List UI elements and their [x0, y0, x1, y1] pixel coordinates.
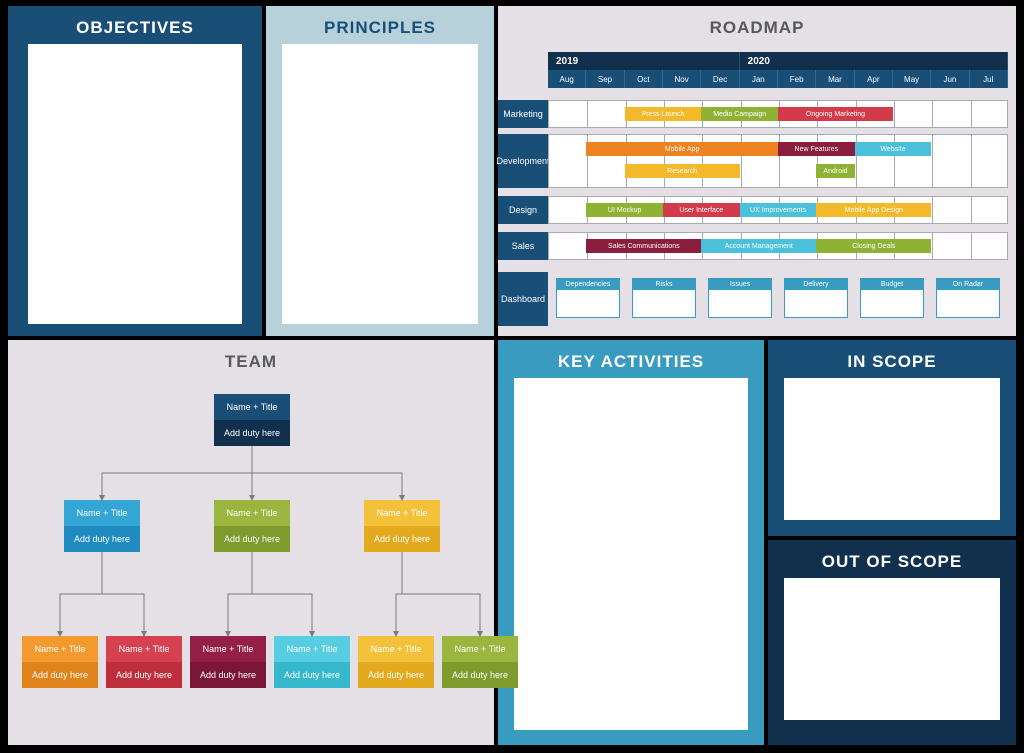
roadmap-track-label: Marketing	[498, 100, 548, 128]
roadmap-gridline	[971, 233, 972, 259]
org-node-title: Name + Title	[442, 636, 518, 662]
roadmap-bar: Press Launch	[625, 107, 702, 121]
project-canvas: OBJECTIVESPRINCIPLESKEY ACTIVITIESIN SCO…	[0, 0, 1024, 753]
org-node-title: Name + Title	[64, 500, 140, 526]
org-node-duty: Add duty here	[274, 662, 350, 688]
roadmap-bar: Android	[816, 164, 854, 178]
roadmap-month-label: May	[893, 70, 931, 88]
team-title: TEAM	[8, 340, 494, 384]
roadmap-bar: Sales Communications	[586, 239, 701, 253]
org-node-duty: Add duty here	[442, 662, 518, 688]
org-node-title: Name + Title	[190, 636, 266, 662]
org-node-title: Name + Title	[106, 636, 182, 662]
roadmap-bar: Account Management	[701, 239, 816, 253]
roadmap-bar: UX Improvements	[740, 203, 817, 217]
dashboard-card: Issues	[708, 278, 772, 318]
roadmap-gridline	[971, 101, 972, 127]
in_scope-content-box	[784, 378, 1000, 520]
roadmap-year-bar: 20192020	[548, 52, 1008, 70]
roadmap-track-label: Development	[498, 134, 548, 188]
out_of_scope-content-box	[784, 578, 1000, 720]
org-node: Name + TitleAdd duty here	[64, 500, 140, 552]
roadmap-gridline	[587, 101, 588, 127]
org-node-duty: Add duty here	[22, 662, 98, 688]
roadmap-track-label: Sales	[498, 232, 548, 260]
roadmap-month-label: Jul	[970, 70, 1008, 88]
roadmap-month-label: Jun	[931, 70, 969, 88]
org-node: Name + TitleAdd duty here	[274, 636, 350, 688]
org-node-duty: Add duty here	[214, 420, 290, 446]
org-node-duty: Add duty here	[214, 526, 290, 552]
roadmap-month-label: Mar	[816, 70, 854, 88]
roadmap-track-label: Design	[498, 196, 548, 224]
roadmap-bar: Mobile App Design	[816, 203, 931, 217]
dashboard-card: Budget	[860, 278, 924, 318]
roadmap-title: ROADMAP	[498, 6, 1016, 50]
roadmap-year-label: 2020	[740, 52, 1008, 70]
roadmap-month-label: Oct	[625, 70, 663, 88]
roadmap-month-label: Aug	[548, 70, 586, 88]
roadmap-month-label: Sep	[586, 70, 624, 88]
roadmap-dashboard-label: Dashboard	[498, 272, 548, 326]
org-node: Name + TitleAdd duty here	[190, 636, 266, 688]
org-node-duty: Add duty here	[364, 526, 440, 552]
org-node: Name + TitleAdd duty here	[214, 394, 290, 446]
dashboard-card-header: On Radar	[937, 279, 999, 290]
objectives-content-box	[28, 44, 242, 324]
roadmap-month-label: Feb	[778, 70, 816, 88]
org-node-title: Name + Title	[214, 394, 290, 420]
dashboard-card: Dependencies	[556, 278, 620, 318]
org-node-title: Name + Title	[274, 636, 350, 662]
roadmap-gridline	[894, 101, 895, 127]
org-node-title: Name + Title	[22, 636, 98, 662]
roadmap-month-label: Apr	[855, 70, 893, 88]
org-node-title: Name + Title	[214, 500, 290, 526]
dashboard-card: Risks	[632, 278, 696, 318]
roadmap-gridline	[932, 197, 933, 223]
roadmap-gridline	[932, 233, 933, 259]
dashboard-card-header: Delivery	[785, 279, 847, 290]
roadmap-month-label: Dec	[701, 70, 739, 88]
org-node-duty: Add duty here	[106, 662, 182, 688]
dashboard-card: On Radar	[936, 278, 1000, 318]
org-node-duty: Add duty here	[64, 526, 140, 552]
roadmap-gridline	[971, 135, 972, 187]
dashboard-card-header: Dependencies	[557, 279, 619, 290]
roadmap-gridline	[971, 197, 972, 223]
org-node: Name + TitleAdd duty here	[106, 636, 182, 688]
org-node-title: Name + Title	[364, 500, 440, 526]
dashboard-card-header: Issues	[709, 279, 771, 290]
roadmap-bar: Mobile App	[586, 142, 778, 156]
dashboard-card-header: Risks	[633, 279, 695, 290]
roadmap-bar: User Interface	[663, 203, 740, 217]
roadmap-bar: Website	[855, 142, 932, 156]
dashboard-card: Delivery	[784, 278, 848, 318]
org-node: Name + TitleAdd duty here	[442, 636, 518, 688]
org-node-duty: Add duty here	[190, 662, 266, 688]
roadmap-month-label: Nov	[663, 70, 701, 88]
dashboard-card-header: Budget	[861, 279, 923, 290]
org-node: Name + TitleAdd duty here	[22, 636, 98, 688]
principles-content-box	[282, 44, 478, 324]
roadmap-year-label: 2019	[548, 52, 740, 70]
roadmap-month-label: Jan	[740, 70, 778, 88]
roadmap-gridline	[932, 135, 933, 187]
org-node: Name + TitleAdd duty here	[358, 636, 434, 688]
org-node: Name + TitleAdd duty here	[364, 500, 440, 552]
roadmap-gridline	[932, 101, 933, 127]
roadmap-bar: Ongoing Marketing	[778, 107, 893, 121]
key_activities-content-box	[514, 378, 748, 730]
roadmap-bar: UI Mockup	[586, 203, 663, 217]
org-node-title: Name + Title	[358, 636, 434, 662]
roadmap-bar: Media Campaign	[701, 107, 778, 121]
roadmap-month-bar: AugSepOctNovDecJanFebMarAprMayJunJul	[548, 70, 1008, 88]
roadmap-bar: New Features	[778, 142, 855, 156]
roadmap-bar: Research	[625, 164, 740, 178]
roadmap-bar: Closing Deals	[816, 239, 931, 253]
org-node-duty: Add duty here	[358, 662, 434, 688]
org-node: Name + TitleAdd duty here	[214, 500, 290, 552]
